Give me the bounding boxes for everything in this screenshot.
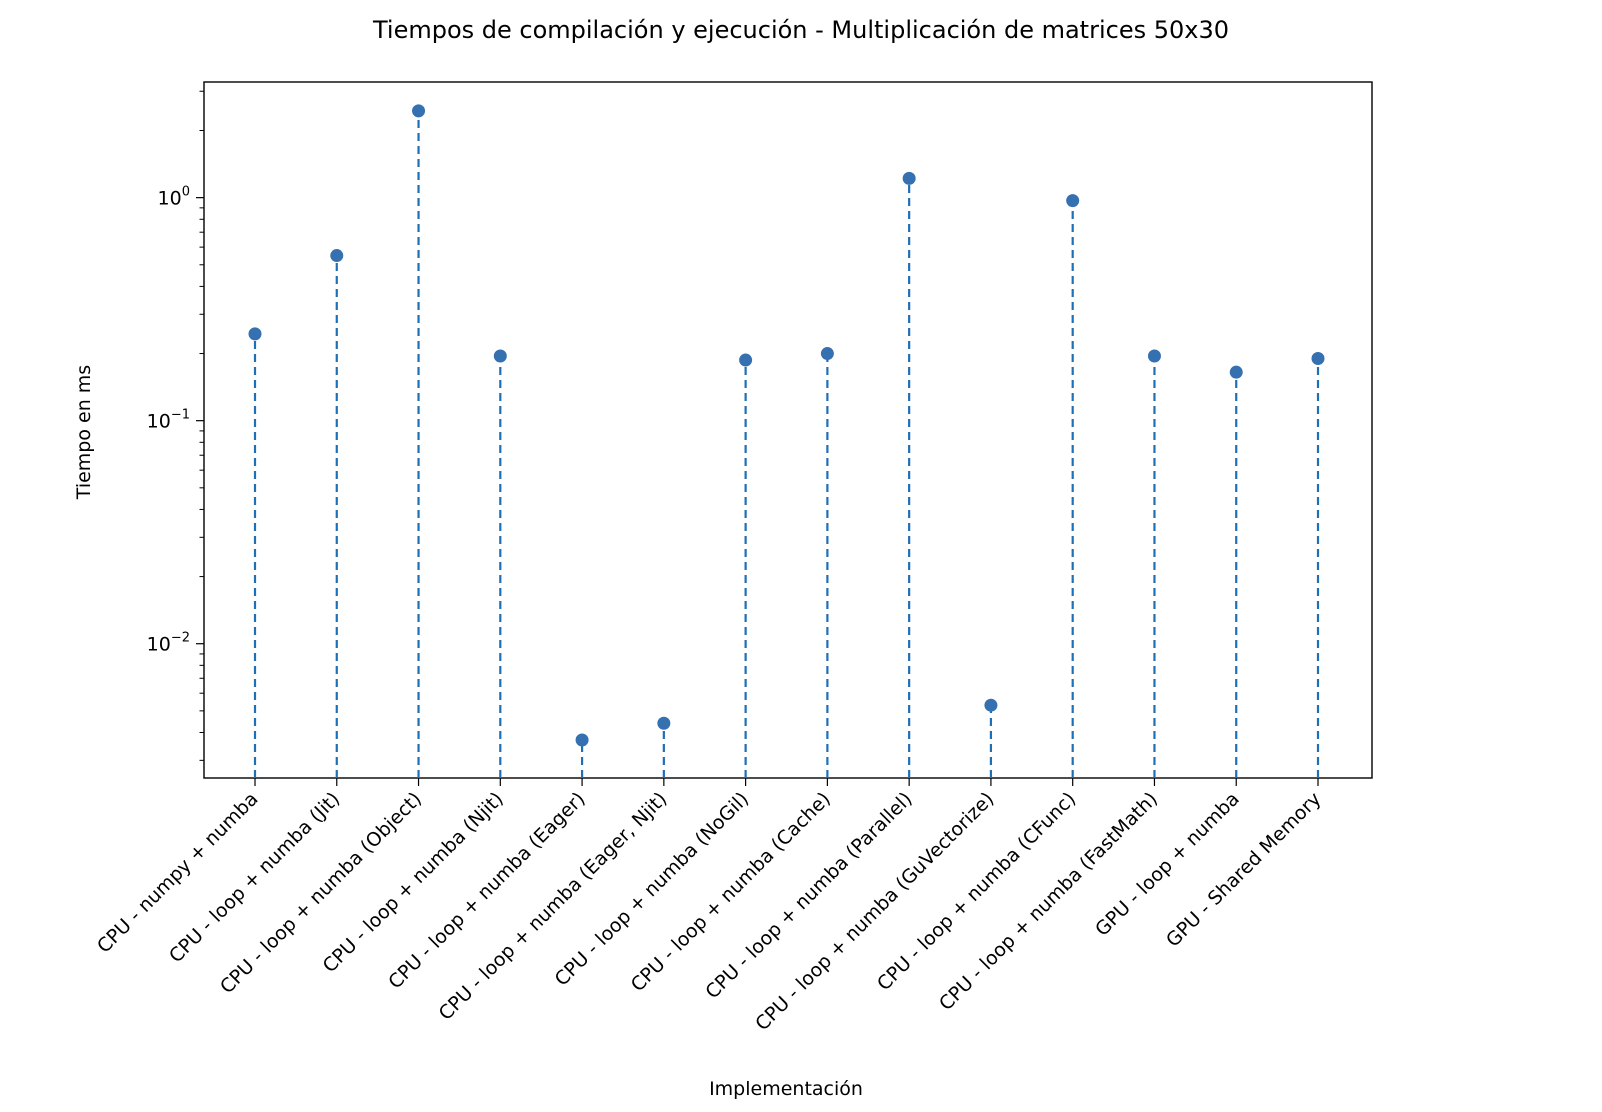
y-tick-label: 100 (158, 185, 190, 210)
stem-marker (330, 249, 344, 263)
x-tick-label: CPU - numpy + numba (93, 788, 263, 958)
stem-marker (657, 716, 671, 730)
x-tick-label: GPU - loop + numba (1091, 788, 1244, 941)
axes-frame (203, 81, 1373, 779)
y-tick-label: 10−1 (147, 408, 190, 433)
y-tick-label: 10−2 (147, 631, 190, 656)
stem-marker (1229, 365, 1243, 379)
stem-marker (902, 171, 916, 185)
x-axis-label: Implementación (709, 1078, 863, 1100)
stem-marker (412, 104, 426, 118)
stem-marker (739, 353, 753, 367)
chart-title: Tiempos de compilación y ejecución - Mul… (372, 16, 1229, 44)
x-tick-label: GPU - Shared Memory (1162, 788, 1326, 952)
stem-marker (1311, 352, 1325, 366)
stem-marker (820, 347, 834, 361)
stem-marker (493, 349, 507, 363)
x-tick-label: CPU - loop + numba (Jit) (165, 788, 344, 967)
stem-marker (248, 327, 262, 341)
stem-marker (984, 698, 998, 712)
y-axis-label: Tiempo en ms (73, 365, 95, 500)
stem-marker (575, 733, 589, 747)
stem-marker (1147, 349, 1161, 363)
stem-marker (1066, 194, 1080, 208)
